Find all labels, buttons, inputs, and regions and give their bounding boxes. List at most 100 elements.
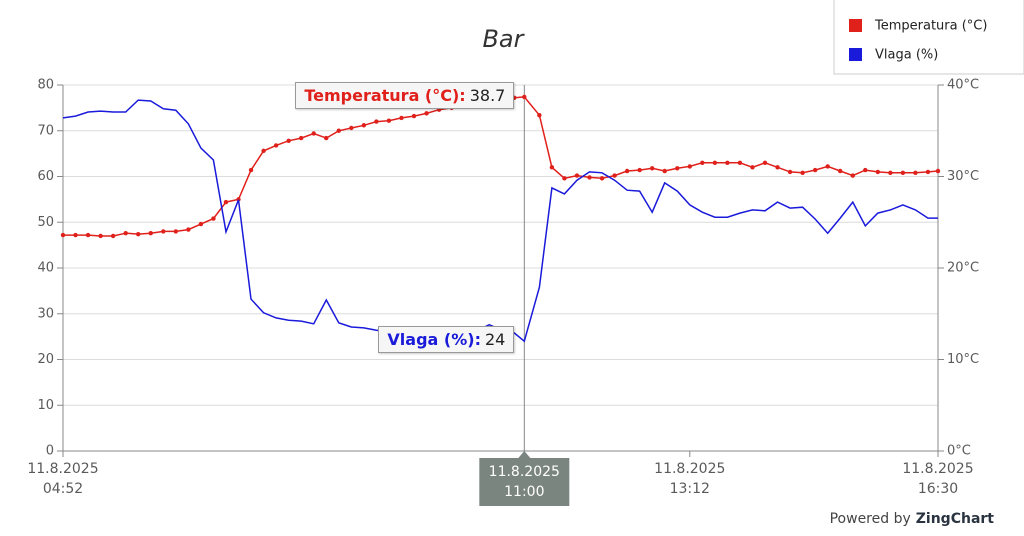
data-point (123, 231, 128, 236)
data-point (298, 135, 304, 141)
data-point (336, 128, 341, 133)
data-point (925, 169, 931, 175)
data-point (386, 118, 392, 123)
data-point (838, 168, 843, 174)
data-point (223, 199, 229, 205)
y-tick-label: 50 (37, 215, 54, 230)
data-point (522, 94, 527, 100)
x-tick-label: 13:12 (670, 481, 710, 497)
data-point (361, 123, 367, 128)
data-point (411, 113, 417, 119)
y-tick-label: 40 (37, 261, 54, 276)
y-tick-label: 60 (37, 169, 54, 184)
data-point (424, 111, 429, 116)
tooltip-name: Vlaga (%) (387, 330, 481, 349)
data-point (700, 160, 705, 165)
data-point (562, 176, 567, 181)
y-tick-label: 80 (37, 78, 54, 93)
data-point (324, 135, 329, 141)
y2-tick-label: 30°C (947, 169, 979, 184)
data-point (73, 232, 78, 238)
data-point (198, 221, 204, 227)
data-point (286, 138, 291, 144)
credit-part: ZingChart (916, 511, 995, 527)
y2-tick-label: 0°C (947, 444, 971, 459)
tooltip-value: 38.7 (469, 85, 506, 105)
data-point (712, 160, 718, 165)
x-tick-label: 11.8.2025 (902, 461, 973, 477)
credit: Powered by ZingChart (830, 511, 995, 527)
credit-part: Powered by (830, 511, 911, 527)
data-point (900, 170, 906, 176)
data-point (537, 112, 542, 118)
data-point (311, 131, 316, 136)
data-point (850, 173, 855, 178)
data-point (273, 143, 279, 148)
data-point (775, 165, 780, 170)
data-point (186, 227, 191, 232)
data-point (399, 115, 404, 121)
data-point (110, 233, 116, 239)
y-tick-label: 70 (37, 123, 54, 138)
y2-tick-label: 20°C (947, 261, 979, 276)
tooltip: Temperatura (°C)38.7 (295, 81, 515, 109)
crosshair-label-box (479, 458, 570, 506)
y-tick-label: 30 (37, 306, 54, 321)
tooltip-name: Temperatura (°C) (304, 86, 465, 105)
data-point (349, 125, 354, 131)
data-point (800, 170, 805, 176)
data-point (825, 164, 830, 169)
data-point (60, 232, 66, 238)
data-point (248, 167, 254, 173)
y-tick-label: 20 (37, 352, 54, 367)
legend-swatch (849, 48, 862, 61)
y-tick-label: 0 (46, 444, 54, 459)
data-point (549, 165, 555, 170)
data-point (935, 168, 941, 174)
y2-tick-label: 40°C (947, 78, 979, 93)
data-point (261, 148, 266, 154)
data-point (737, 160, 743, 165)
tooltip: Vlaga (%)24 (378, 326, 515, 354)
data-point (173, 229, 179, 234)
data-point (136, 231, 141, 237)
crosshair-label: 11:00 (504, 484, 544, 500)
series-line (63, 96, 939, 237)
x-tick-label: 11.8.2025 (654, 461, 725, 477)
data-point (98, 233, 103, 239)
data-point (863, 167, 868, 173)
data-point (374, 119, 379, 124)
crosshair-pointer (518, 451, 531, 458)
data-point (875, 169, 881, 175)
x-tick-label: 11.8.2025 (27, 461, 98, 477)
data-point (624, 168, 630, 174)
series-line (62, 99, 938, 343)
data-point (888, 170, 893, 176)
data-point (236, 197, 241, 202)
chart-title: Bar (482, 25, 525, 53)
data-point (812, 167, 818, 173)
y-tick-label: 10 (37, 398, 54, 413)
data-point (675, 166, 680, 171)
data-point (612, 173, 617, 178)
tooltip-value: 24 (484, 330, 506, 350)
legend-label: Vlaga (%) (875, 48, 938, 63)
data-point (913, 170, 918, 176)
y2-tick-label: 10°C (947, 352, 979, 367)
data-point (574, 173, 580, 178)
data-point (725, 160, 730, 165)
data-point (649, 166, 655, 171)
data-point (161, 229, 166, 234)
data-point (662, 168, 667, 174)
legend-box (833, 0, 1024, 75)
data-point (637, 167, 642, 173)
data-point (687, 164, 692, 169)
legend-swatch (849, 19, 862, 32)
data-point (148, 231, 153, 236)
x-tick-label: 16:30 (918, 481, 958, 497)
data-point (587, 175, 592, 180)
data-point (787, 169, 793, 175)
data-point (599, 176, 605, 181)
